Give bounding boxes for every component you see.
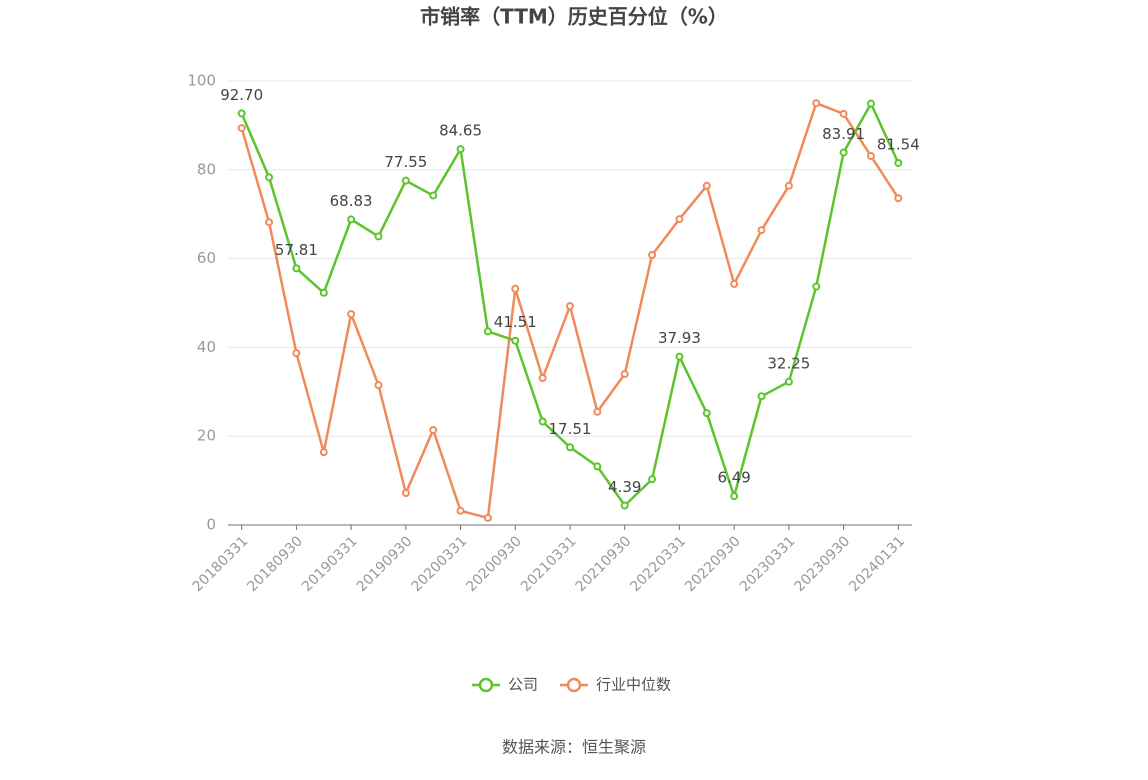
data-label: 81.54 [877,135,920,153]
data-point [784,377,793,386]
data-point [292,264,301,273]
data-point [401,176,410,185]
data-point [620,370,629,379]
data-point [839,148,848,157]
data-point [757,392,766,401]
data-point [702,181,711,190]
data-point [730,492,739,501]
data-point [812,282,821,291]
data-point [374,232,383,241]
chart-title: 市销率（TTM）历史百分位（%） [420,5,728,29]
data-point [894,194,903,203]
x-tick-label: 20210930 [573,533,635,595]
data-point [456,145,465,154]
x-tick-label: 20200930 [463,533,525,595]
data-label: 32.25 [767,354,810,372]
data-point [401,489,410,498]
y-tick-label: 60 [197,249,216,267]
data-point [648,251,657,260]
x-tick-label: 20240131 [846,533,908,595]
data-point [429,191,438,200]
data-label: 6.49 [717,469,750,487]
data-point [265,218,274,227]
legend-marker [478,677,494,693]
data-point [456,506,465,515]
data-point [812,99,821,108]
data-point [866,99,875,108]
data-label: 41.51 [494,313,537,331]
x-tick-label: 20220930 [682,533,744,595]
x-tick-label: 20210331 [518,533,580,595]
data-point [511,336,520,345]
data-point [894,158,903,167]
x-tick-label: 20180930 [244,533,306,595]
data-point [648,475,657,484]
data-point [429,425,438,434]
data-point [566,302,574,311]
data-point [538,417,547,426]
data-label: 92.70 [220,86,263,104]
data-label: 57.81 [275,241,318,259]
x-tick-label: 20220331 [627,533,689,595]
data-point [511,284,520,293]
data-label: 17.51 [549,420,592,438]
y-tick-label: 80 [197,160,216,178]
data-point [347,310,356,319]
data-label: 4.39 [608,478,641,496]
data-point [538,374,547,383]
data-point [319,288,328,297]
data-point [347,215,356,224]
y-tick-label: 0 [206,516,216,534]
data-point [566,443,574,452]
data-point [292,349,301,358]
x-tick-label: 20190930 [354,533,416,595]
data-point [237,109,246,118]
data-label: 77.55 [384,153,427,171]
data-point [839,109,848,118]
data-point [784,181,793,190]
legend-label: 公司 [508,676,538,694]
x-tick-label: 20230930 [792,533,854,595]
data-point [483,327,492,336]
x-tick-label: 20200331 [409,533,471,595]
data-point [675,215,684,224]
y-tick-label: 40 [197,338,216,356]
x-tick-label: 20180331 [190,533,252,595]
legend-label: 行业中位数 [596,676,671,694]
data-point [265,173,274,182]
y-tick-label: 100 [187,72,216,90]
data-point [483,513,492,522]
x-tick-label: 20230331 [737,533,799,595]
data-label: 84.65 [439,122,482,140]
data-point [593,407,602,416]
legend-marker [566,677,582,693]
data-point [675,352,684,361]
source-note: 数据来源：恒生聚源 [502,738,646,757]
data-label: 83.91 [822,125,865,143]
data-point [593,462,602,471]
data-label: 68.83 [330,192,373,210]
data-point [374,381,383,390]
data-point [730,279,739,288]
data-point [237,124,246,133]
data-point [866,152,875,161]
series-line [240,101,900,520]
data-label: 37.93 [658,329,701,347]
y-tick-label: 20 [197,427,216,445]
data-point [757,226,766,235]
data-point [319,448,328,457]
x-tick-label: 20190331 [299,533,361,595]
data-point [620,501,629,510]
data-point [702,409,711,418]
